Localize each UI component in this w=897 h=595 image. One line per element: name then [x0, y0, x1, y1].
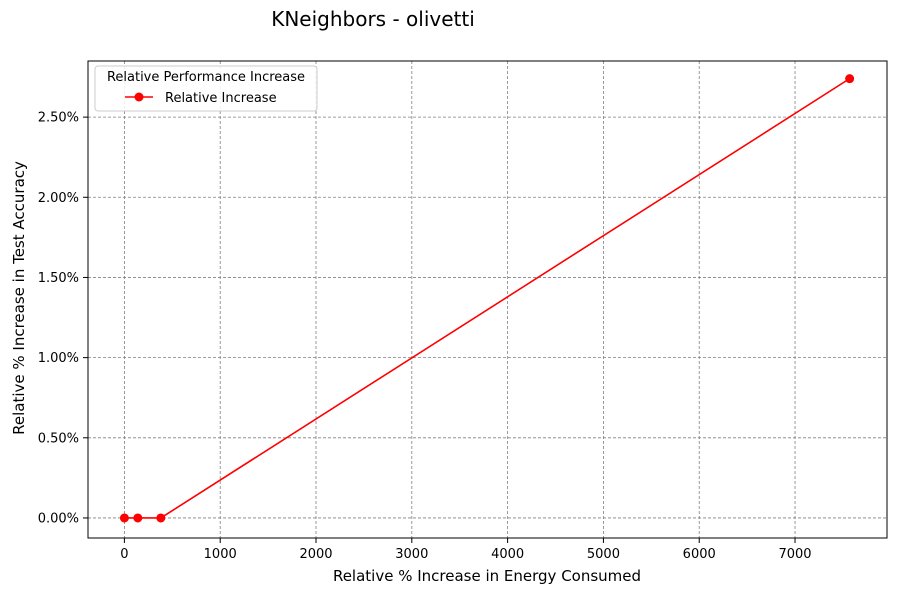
y-tick-label: 0.50% [38, 431, 79, 446]
chart-title: KNeighbors - olivetti [271, 7, 475, 31]
y-tick-label: 1.50% [38, 271, 79, 286]
y-axis-label: Relative % Increase in Test Accuracy [10, 161, 28, 435]
legend-box [94, 65, 318, 112]
y-axis: 0.00% 0.50% 1.00% 1.50% 2.00% 2.50% [38, 111, 88, 526]
series-line [124, 77, 851, 519]
y-tick-label: 2.50% [38, 111, 79, 126]
x-axis: 0 1000 2000 3000 4000 5000 6000 7000 [120, 538, 812, 562]
data-point [845, 74, 855, 84]
plot-frame [87, 60, 888, 539]
legend-marker-swatch [134, 92, 144, 102]
legend-label: Relative Increase [165, 91, 277, 106]
x-tick-label: 7000 [778, 547, 811, 562]
x-tick-label: 1000 [204, 547, 237, 562]
legend: Relative Performance Increase Relative I… [94, 65, 318, 112]
y-tick-label: 2.00% [38, 191, 79, 206]
legend-title: Relative Performance Increase [107, 70, 305, 85]
x-tick-label: 0 [120, 547, 128, 562]
x-tick-label: 2000 [299, 547, 332, 562]
x-tick-label: 3000 [395, 547, 428, 562]
data-point [156, 513, 166, 523]
x-tick-label: 6000 [683, 547, 716, 562]
x-tick-label: 5000 [587, 547, 620, 562]
y-tick-label: 1.00% [38, 351, 79, 366]
grid [88, 61, 887, 538]
plot-area [119, 74, 855, 523]
y-tick-label: 0.00% [38, 511, 79, 526]
data-point [133, 513, 143, 523]
x-tick-label: 4000 [491, 547, 524, 562]
data-point [119, 513, 129, 523]
x-axis-label: Relative % Increase in Energy Consumed [333, 567, 641, 585]
